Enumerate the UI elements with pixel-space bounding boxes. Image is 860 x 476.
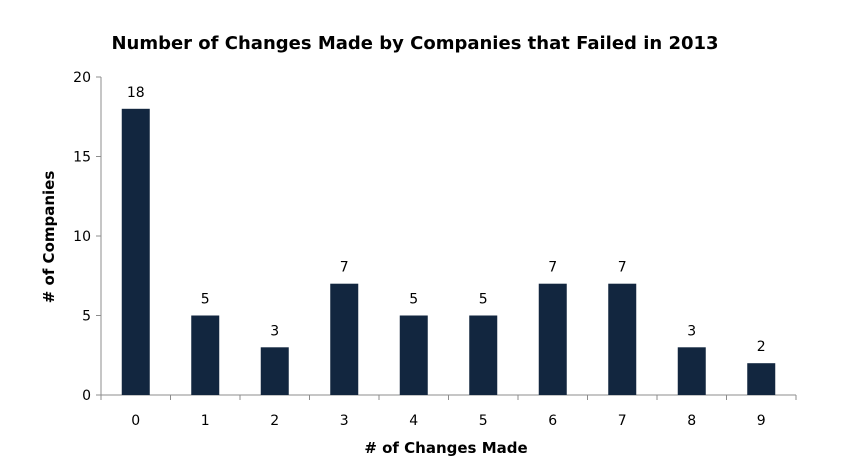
data-label: 3: [270, 323, 279, 339]
data-labels-group: 18 5 3 7 5 5 7 7 3 2: [127, 85, 766, 355]
bar: [608, 283, 637, 395]
data-label: 18: [127, 85, 145, 101]
y-tick-label: 15: [73, 150, 91, 166]
x-tick-label: 7: [618, 413, 627, 429]
x-tick-label: 3: [340, 413, 349, 429]
data-label: 7: [618, 260, 627, 276]
data-label: 2: [757, 339, 766, 355]
y-tick-label: 5: [82, 309, 91, 325]
data-label: 5: [409, 292, 418, 308]
y-tick-label: 20: [73, 70, 91, 86]
x-tick-label: 4: [409, 413, 418, 429]
bar: [121, 108, 150, 396]
bar: [677, 347, 706, 395]
x-tick-label: 6: [548, 413, 557, 429]
data-label: 5: [479, 292, 488, 308]
x-axis-label: # of Changes Made: [364, 439, 527, 457]
x-tick-label: 2: [270, 413, 279, 429]
x-axis: 0 1 2 3 4 5 6 7 8 9: [100, 394, 797, 429]
x-tick-label: 5: [479, 413, 488, 429]
bar: [469, 315, 498, 395]
x-tick-label: 0: [131, 413, 140, 429]
bar: [330, 283, 359, 395]
data-label: 3: [687, 323, 696, 339]
chart-title: Number of Changes Made by Companies that…: [111, 33, 718, 54]
bar: [260, 347, 289, 395]
data-label: 7: [548, 260, 557, 276]
y-axis-label: # of Companies: [40, 171, 58, 304]
y-axis: 0 5 10 15 20: [73, 70, 102, 404]
bars-group: [121, 108, 776, 396]
y-tick-label: 10: [73, 229, 91, 245]
bar: [747, 363, 776, 395]
bar: [399, 315, 428, 395]
data-label: 5: [201, 292, 210, 308]
data-label: 7: [340, 260, 349, 276]
bar: [538, 283, 567, 395]
x-tick-label: 1: [201, 413, 210, 429]
y-tick-label: 0: [82, 388, 91, 404]
bar: [191, 315, 220, 395]
x-tick-label: 8: [687, 413, 696, 429]
x-tick-label: 9: [757, 413, 766, 429]
